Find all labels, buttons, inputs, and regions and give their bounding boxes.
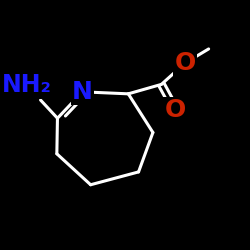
Text: NH₂: NH₂ [2,73,52,97]
Text: O: O [165,98,186,122]
Text: O: O [174,51,196,75]
Text: N: N [72,80,93,104]
